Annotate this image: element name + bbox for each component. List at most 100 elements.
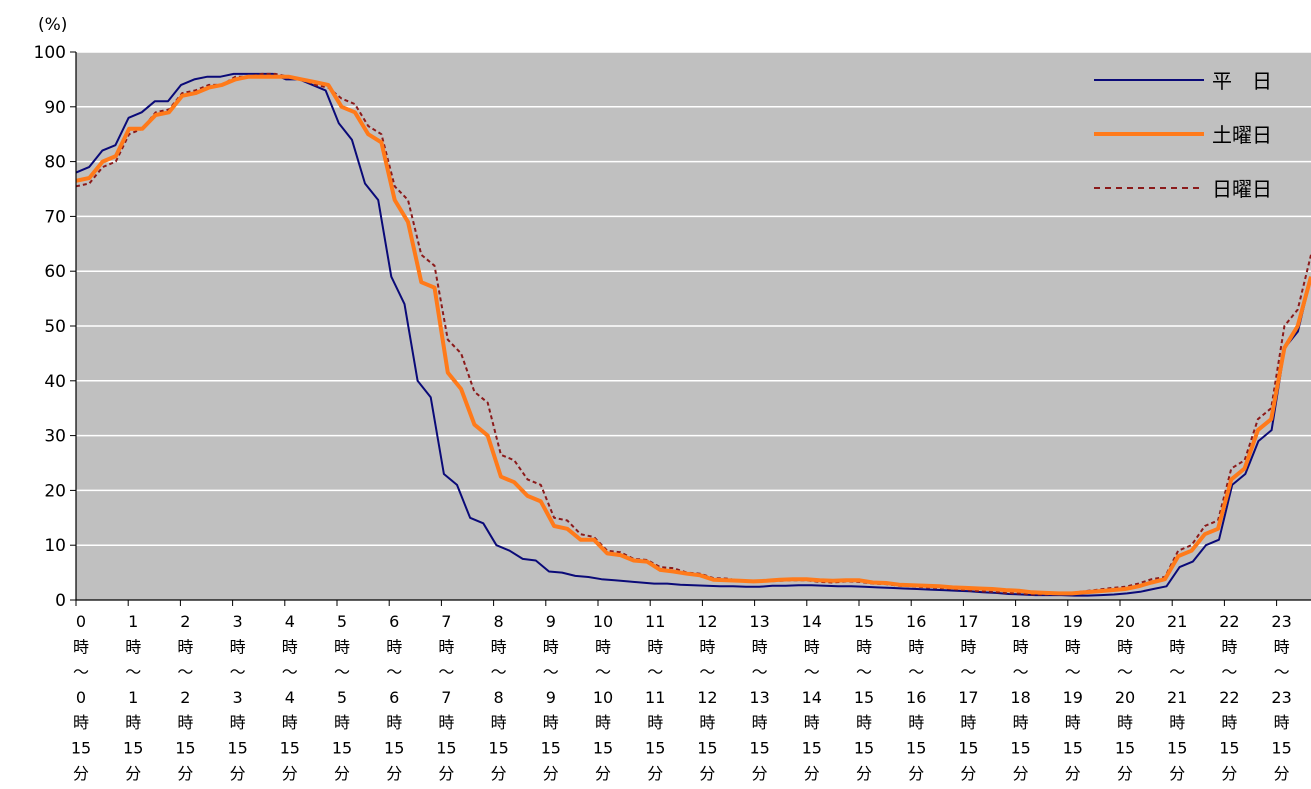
y-tick-label: 90	[44, 98, 66, 118]
x-tick-label-line: 〜	[1013, 663, 1029, 682]
x-tick-label-line: 時	[752, 713, 768, 732]
x-tick-label-line: 時	[1117, 713, 1133, 732]
x-tick-label-line: 15	[280, 739, 300, 758]
x-tick-label-line: 20	[1115, 612, 1135, 631]
x-tick-label-line: 10	[593, 688, 613, 707]
x-tick-label-line: 時	[230, 713, 246, 732]
series-lines	[75, 72, 1311, 597]
x-tick-label-line: 6	[389, 612, 399, 631]
x-tick-label-line: 時	[177, 637, 193, 656]
x-tick-label-line: 時	[856, 637, 872, 656]
x-tick-label-line: 23	[1271, 612, 1291, 631]
x-tick-label-line: 0	[76, 688, 86, 707]
x-tick-label-line: 15	[1063, 739, 1083, 758]
x-tick-label-line: 15	[436, 739, 456, 758]
x-tick-label-line: 12	[697, 612, 717, 631]
legend-label: 平 日	[1212, 69, 1272, 93]
x-tick-label-line: 〜	[543, 663, 559, 682]
x-tick-label-line: 〜	[1221, 663, 1237, 682]
x-tick-label-line: 分	[960, 764, 976, 783]
x-tick-label-line: 時	[1065, 713, 1081, 732]
x-tick-label-line: 4	[285, 688, 295, 707]
y-tick-label: 0	[55, 591, 66, 611]
x-tick-label-line: 時	[1169, 713, 1185, 732]
x-tick-label-line: 〜	[856, 663, 872, 682]
x-tick-label-line: 〜	[752, 663, 768, 682]
x-tick-label-line: 11	[645, 612, 665, 631]
x-tick-label-line: 16	[906, 688, 926, 707]
x-tick-label-line: 〜	[1169, 663, 1185, 682]
x-tick-label-line: 分	[125, 764, 141, 783]
x-tick-label-line: 時	[960, 713, 976, 732]
y-tick-label: 60	[44, 262, 66, 282]
x-tick-label-line: 時	[386, 637, 402, 656]
x-tick-label-line: 時	[1065, 637, 1081, 656]
x-tick-label-line: 15	[593, 739, 613, 758]
x-tick-label-line: 分	[804, 764, 820, 783]
x-tick-label-line: 21	[1167, 612, 1187, 631]
x-tick-label-line: 8	[494, 612, 504, 631]
y-tick-label: 80	[44, 153, 66, 173]
x-tick-label-line: 19	[1063, 612, 1083, 631]
x-tick-label-line: 時	[73, 637, 89, 656]
x-tick-label-line: 時	[595, 713, 611, 732]
x-tick-label-line: 11	[645, 688, 665, 707]
x-tick-label-line: 17	[958, 688, 978, 707]
x-tick-label-line: 分	[73, 764, 89, 783]
x-tick-label-line: 15	[1010, 739, 1030, 758]
x-tick-label-line: 16	[906, 612, 926, 631]
x-tick-label-line: 15	[71, 739, 91, 758]
x-tick-label-line: 7	[441, 688, 451, 707]
y-tick-label: 100	[34, 43, 66, 63]
x-tick-label-line: 〜	[1274, 663, 1290, 682]
x-tick-label-line: 分	[334, 764, 350, 783]
x-tick-label-line: 15	[1115, 739, 1135, 758]
x-tick-label-line: 5	[337, 612, 347, 631]
x-tick-label-line: 13	[749, 612, 769, 631]
x-tick-label-line: 時	[647, 713, 663, 732]
x-tick-label-line: 〜	[282, 663, 298, 682]
x-tick-label-line: 分	[699, 764, 715, 783]
x-tick-label-line: 5	[337, 688, 347, 707]
x-tick-label-line: 分	[177, 764, 193, 783]
x-tick-label-line: 4	[285, 612, 295, 631]
x-tick-label-line: 時	[908, 713, 924, 732]
x-tick-label-line: 15	[854, 739, 874, 758]
x-tick-label-line: 分	[908, 764, 924, 783]
x-tick-label-line: 2	[180, 612, 190, 631]
x-tick-label-line: 時	[1013, 637, 1029, 656]
x-tick-label-line: 15	[697, 739, 717, 758]
x-tick-label-line: 時	[386, 713, 402, 732]
x-tick-label-line: 時	[1221, 637, 1237, 656]
x-tick-label-line: 〜	[1117, 663, 1133, 682]
x-tick-label-line: 時	[1117, 637, 1133, 656]
x-tick-label-line: 分	[230, 764, 246, 783]
x-tick-label-line: 21	[1167, 688, 1187, 707]
x-tick-label-line: 〜	[960, 663, 976, 682]
x-tick-label-line: 分	[438, 764, 454, 783]
x-tick-label-line: 15	[175, 739, 195, 758]
x-tick-label-line: 時	[282, 637, 298, 656]
x-tick-label-line: 〜	[595, 663, 611, 682]
x-tick-label-line: 〜	[230, 663, 246, 682]
x-tick-label-line: 時	[1221, 713, 1237, 732]
x-tick-label-line: 時	[699, 713, 715, 732]
x-tick-label-line: 10	[593, 612, 613, 631]
x-tick-label-line: 時	[1013, 713, 1029, 732]
x-tick-label-line: 〜	[699, 663, 715, 682]
x-tick-label-line: 時	[334, 713, 350, 732]
x-tick-label-line: 時	[804, 637, 820, 656]
x-tick-label-line: 時	[595, 637, 611, 656]
